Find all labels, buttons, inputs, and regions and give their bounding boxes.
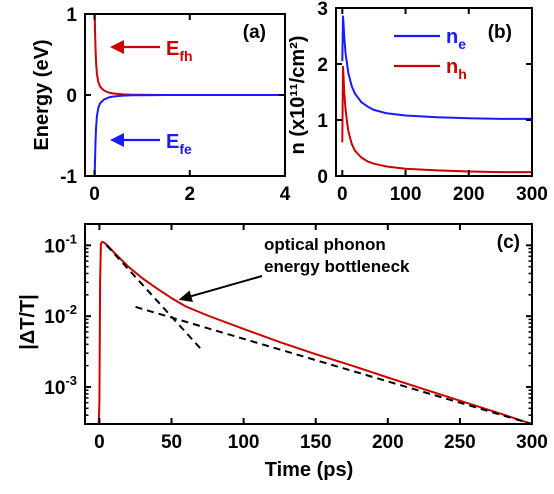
annotation-line-2: energy bottleneck [264,257,410,276]
density-plot-frame [335,7,533,177]
density-legend: ne nh [394,26,467,82]
density-x-tick-label: 100 [390,184,422,205]
nh-label: nh [446,56,467,82]
energy-y-tick-label: -1 [60,167,77,188]
annotation-line-1: optical phonon [264,235,386,254]
panel-b-label: (b) [488,22,512,43]
bottleneck-annotation: optical phonon energy bottleneck [178,235,410,302]
energy-panel: 0 2 4 1 0 -1 Energy (eV) (a) Efh Efe [31,5,291,205]
density-plot-area [341,15,532,174]
transmission-x-tick-label: 0 [94,432,105,453]
panel-c-label: (c) [497,232,520,253]
ne-label: ne [446,26,466,52]
energy-x-tick-label: 2 [184,184,195,205]
energy-plot-area [93,14,285,176]
density-x-tick-label: 200 [453,184,485,205]
transmission-x-tick-label: 100 [228,432,260,453]
transmission-plot-area [97,240,532,424]
transmission-y-axis-label: |ΔT/T| [17,294,39,350]
density-series-n-h [341,65,532,174]
transmission-y-tick-label: 10-1 [44,231,77,257]
energy-series-e-fe [93,94,285,176]
density-y-tick-label: 1 [317,111,328,132]
transmission-y-tick-label: 10-3 [44,373,77,399]
transmission-x-tick-label: 50 [161,432,182,453]
transmission-panel: 0 50 100 150 200 250 300 10-1 10-2 10-3 |ΔT/T| Ti… [17,223,548,481]
density-series-n-e [341,15,532,120]
energy-x-tick-label: 0 [89,184,100,205]
density-y-tick-label: 2 [317,55,328,76]
energy-x-tick-label: 4 [280,184,291,205]
efe-arrow-head [110,133,124,147]
energy-y-axis-label: Energy (eV) [31,39,53,150]
transmission-plot-frame [84,223,533,425]
panel-a-label: (a) [243,22,266,43]
energy-y-tick-label: 0 [66,86,77,107]
energy-ticks: 0 2 4 1 0 -1 [60,5,291,205]
transmission-series-measured [97,240,532,424]
density-y-tick-label: 0 [317,167,328,188]
density-x-tick-label: 300 [516,184,548,205]
density-y-axis-label: n (x10¹¹/cm²) [287,36,309,155]
efh-arrow-head [110,40,124,54]
density-ticks: 0 100 200 300 3 2 1 0 [317,0,547,205]
efe-label: Efe [166,131,192,157]
annotation-arrow-head [178,290,193,302]
density-panel: 0 100 200 300 3 2 1 0 n (x10¹¹/cm²) (b) ne nh [287,0,548,205]
transmission-x-tick-label: 150 [300,432,332,453]
energy-y-tick-label: 1 [66,5,77,26]
transmission-x-tick-label: 300 [516,432,548,453]
transmission-x-tick-label: 250 [444,432,476,453]
transmission-x-axis-label: Time (ps) [265,459,354,481]
transmission-x-tick-label: 200 [372,432,404,453]
density-y-tick-label: 3 [317,0,328,20]
energy-legend: Efh Efe [110,38,193,157]
density-x-tick-label: 0 [337,184,348,205]
transmission-series-slow-fit [135,305,532,424]
annotation-arrow-shaft [190,275,263,298]
transmission-y-tick-label: 10-2 [44,302,77,328]
efh-label: Efh [166,38,193,64]
transmission-ticks: 0 50 100 150 200 250 300 10-1 10-2 10-3 [44,223,548,453]
